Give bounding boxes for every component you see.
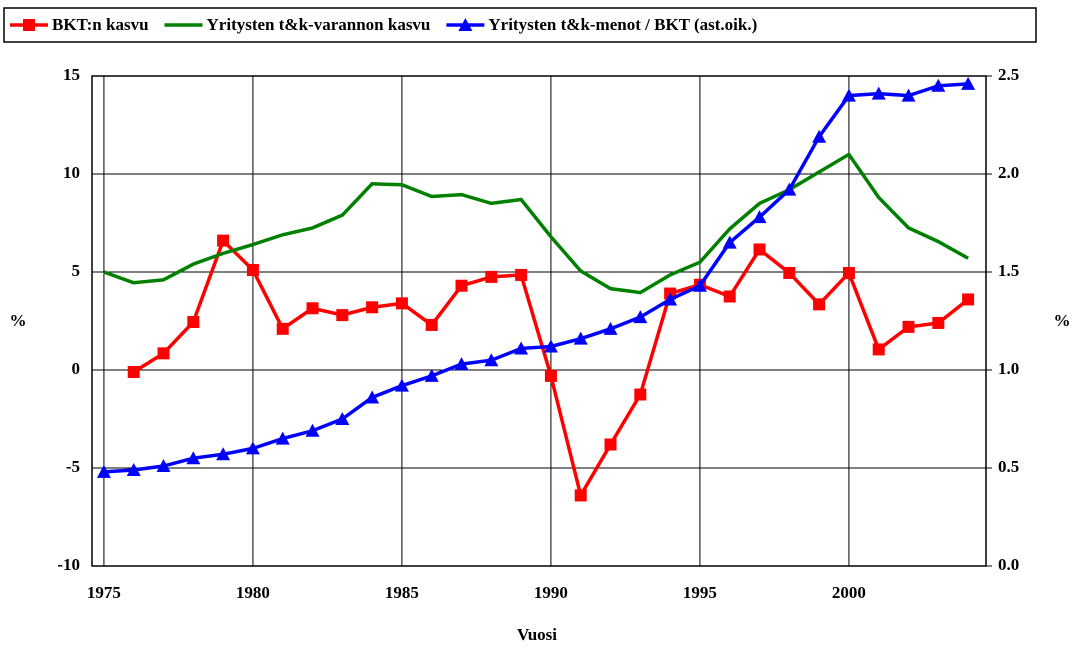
marker bbox=[753, 243, 766, 256]
marker bbox=[275, 431, 290, 445]
x-tick-label: 1985 bbox=[385, 583, 419, 602]
marker bbox=[484, 353, 499, 367]
marker bbox=[217, 234, 230, 247]
marker bbox=[336, 309, 349, 322]
marker bbox=[126, 462, 141, 476]
marker bbox=[245, 441, 260, 455]
x-tick-label: 2000 bbox=[832, 583, 866, 602]
y2-axis-label: % bbox=[1054, 311, 1071, 330]
marker bbox=[127, 365, 140, 378]
marker bbox=[458, 18, 473, 31]
legend-label: Yritysten t&k-varannon kasvu bbox=[207, 15, 431, 34]
marker bbox=[633, 310, 648, 324]
y-tick-label: 10 bbox=[63, 163, 80, 182]
marker bbox=[157, 347, 170, 360]
y-tick-label: -5 bbox=[66, 457, 80, 476]
marker bbox=[812, 129, 827, 143]
marker bbox=[187, 315, 200, 328]
marker bbox=[783, 266, 796, 279]
y-tick-label: -10 bbox=[57, 555, 80, 574]
marker bbox=[395, 297, 408, 310]
marker bbox=[543, 339, 558, 353]
plot-area bbox=[91, 75, 987, 567]
y2-tick-label: 0.5 bbox=[998, 457, 1019, 476]
legend-label: BKT:n kasvu bbox=[52, 15, 149, 34]
marker bbox=[23, 19, 35, 31]
marker bbox=[962, 293, 975, 306]
marker bbox=[813, 298, 826, 311]
marker bbox=[871, 86, 886, 100]
marker bbox=[634, 388, 647, 401]
marker bbox=[663, 292, 678, 306]
marker bbox=[186, 451, 201, 465]
marker bbox=[246, 264, 259, 277]
legend-label: Yritysten t&k-menot / BKT (ast.oik.) bbox=[488, 15, 757, 34]
marker bbox=[455, 279, 468, 292]
x-tick-label: 1975 bbox=[87, 583, 121, 602]
marker bbox=[544, 369, 557, 382]
marker bbox=[573, 331, 588, 345]
marker bbox=[901, 88, 916, 102]
marker bbox=[365, 390, 380, 404]
marker bbox=[306, 302, 319, 315]
series-line bbox=[103, 152, 969, 295]
marker bbox=[961, 76, 976, 90]
marker bbox=[96, 464, 111, 478]
marker bbox=[156, 459, 171, 473]
marker bbox=[514, 341, 529, 355]
marker bbox=[454, 357, 469, 371]
y2-tick-label: 1.0 bbox=[998, 359, 1019, 378]
marker bbox=[902, 320, 915, 333]
marker bbox=[425, 318, 438, 331]
marker bbox=[692, 278, 707, 292]
y2-tick-label: 2.5 bbox=[998, 65, 1019, 84]
marker bbox=[752, 210, 767, 224]
x-tick-label: 1980 bbox=[236, 583, 270, 602]
marker bbox=[604, 438, 617, 451]
marker bbox=[216, 447, 231, 461]
y2-tick-label: 0.0 bbox=[998, 555, 1019, 574]
marker bbox=[603, 321, 618, 335]
marker bbox=[335, 412, 350, 425]
marker bbox=[305, 423, 320, 437]
marker bbox=[515, 268, 528, 281]
x-tick-label: 1990 bbox=[534, 583, 568, 602]
marker bbox=[842, 266, 855, 279]
marker bbox=[932, 316, 945, 329]
marker bbox=[872, 343, 885, 356]
marker bbox=[841, 88, 856, 102]
marker bbox=[782, 182, 797, 196]
marker bbox=[366, 301, 379, 314]
x-axis-label: Vuosi bbox=[517, 625, 557, 644]
y-axis-label: % bbox=[10, 311, 27, 330]
marker bbox=[574, 489, 587, 502]
y-tick-label: 0 bbox=[72, 359, 81, 378]
marker bbox=[276, 322, 289, 335]
series-line bbox=[103, 82, 969, 474]
marker bbox=[394, 378, 409, 392]
x-tick-label: 1995 bbox=[683, 583, 717, 602]
marker bbox=[485, 270, 498, 283]
y-tick-label: 5 bbox=[72, 261, 81, 280]
marker bbox=[723, 290, 736, 303]
y2-tick-label: 1.5 bbox=[998, 261, 1019, 280]
y2-tick-label: 2.0 bbox=[998, 163, 1019, 182]
marker bbox=[722, 235, 737, 249]
marker bbox=[424, 368, 439, 382]
y-tick-label: 15 bbox=[63, 65, 80, 84]
marker bbox=[931, 78, 946, 92]
